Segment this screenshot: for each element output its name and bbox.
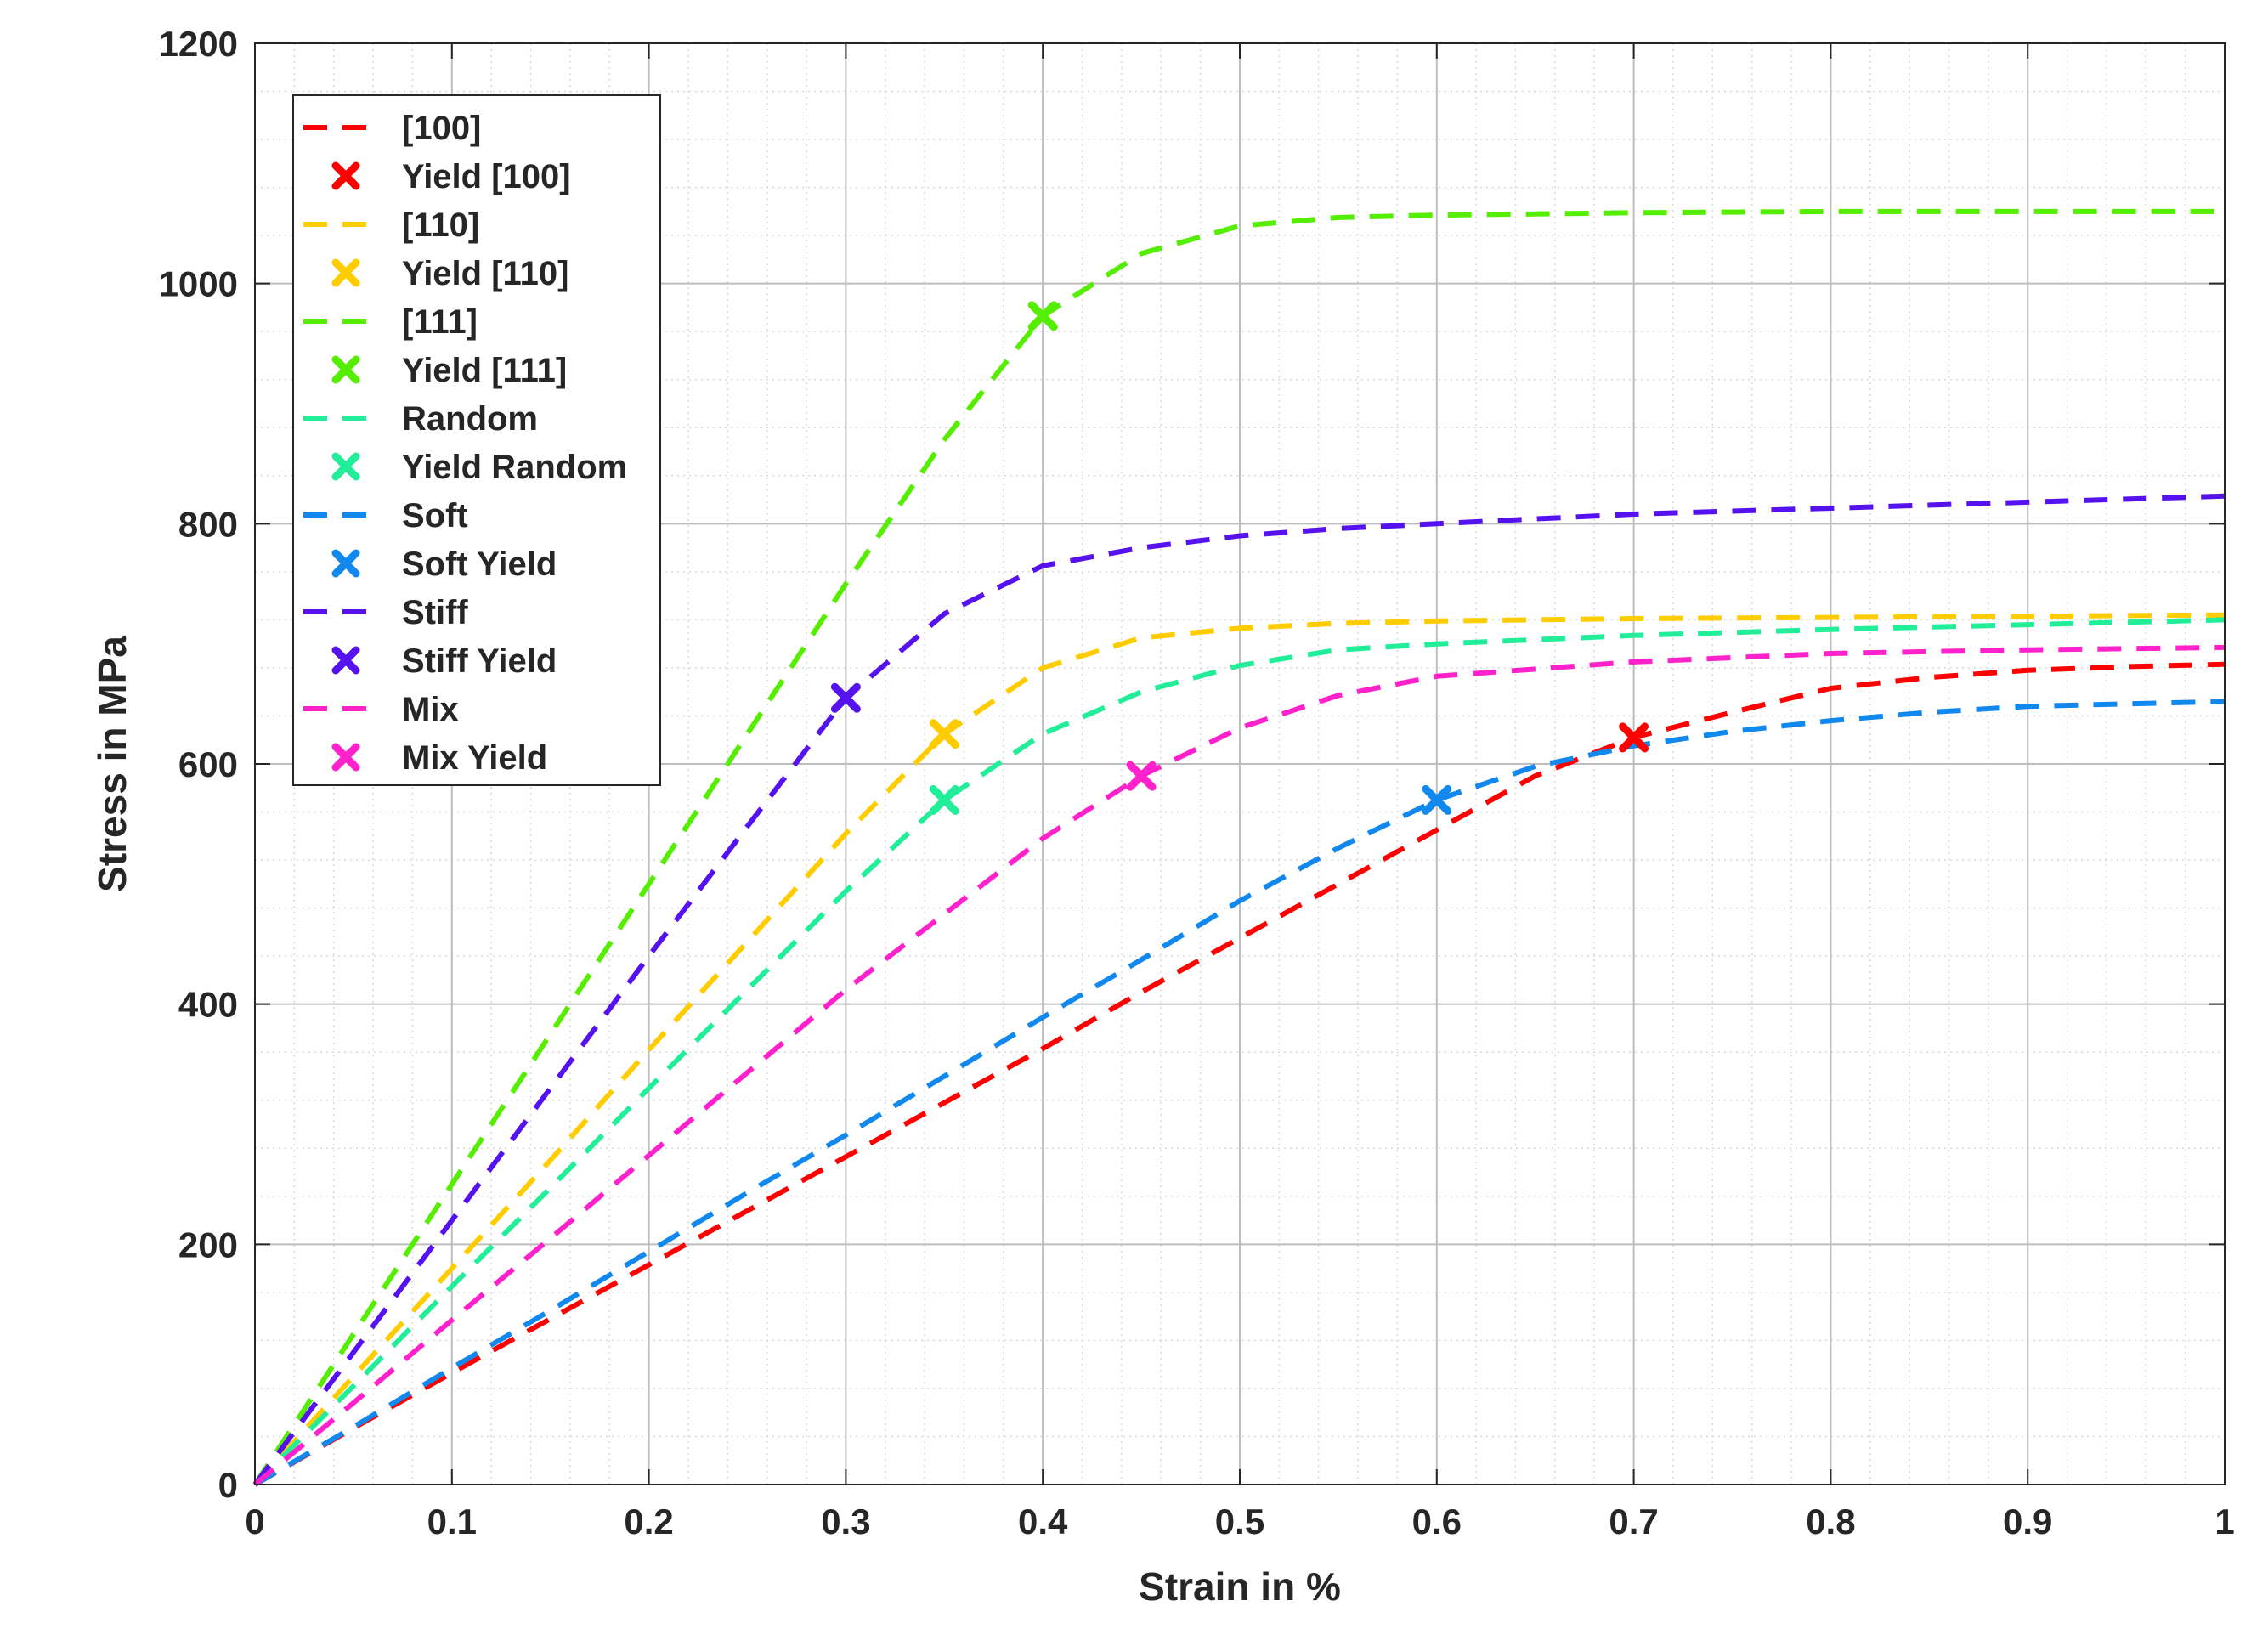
x-axis-label: Strain in %	[1139, 1564, 1341, 1609]
legend-item-random: Random	[303, 400, 538, 438]
legend-item-soft-yield: Soft Yield	[331, 546, 557, 583]
legend-label: Yield [111]	[402, 352, 567, 389]
legend-marker-swatch	[331, 355, 360, 384]
legend-marker-swatch	[331, 743, 360, 772]
y-tick-label: 200	[178, 1225, 238, 1264]
series-lines	[252, 208, 2226, 1487]
legend-label: [100]	[402, 110, 481, 147]
series-line-soft	[253, 699, 2226, 1487]
yield-marker-random	[929, 784, 959, 815]
yield-marker-mix	[1126, 761, 1157, 791]
legend-box	[292, 94, 661, 786]
x-tick-label: 0.1	[427, 1502, 477, 1541]
x-tick-label: 1	[2214, 1502, 2234, 1541]
legend-item-soft: Soft	[303, 497, 468, 535]
legend-marker-swatch	[331, 258, 360, 287]
x-tick-label: 0.5	[1215, 1502, 1264, 1541]
legend-label: Mix	[402, 691, 459, 728]
y-axis-ticks: 0 200 400 600 800 1000 1200	[159, 24, 2225, 1505]
x-tick-label: 0	[245, 1502, 264, 1541]
x-tick-label: 0.2	[624, 1502, 673, 1541]
legend-label: [110]	[402, 206, 479, 244]
y-axis-label: Stress in MPa	[90, 636, 134, 892]
legend-label: Soft	[402, 497, 468, 535]
x-tick-label: 0.7	[1609, 1502, 1658, 1541]
legend-item-100: [100]	[303, 110, 481, 147]
legend-label: [111]	[402, 303, 478, 341]
legend-item-111: [111]	[303, 303, 478, 341]
series-line-random	[252, 617, 2226, 1487]
legend: [100] Yield [100] [110] Yield [110] [111] Yie…	[292, 94, 661, 786]
y-tick-label: 0	[218, 1465, 238, 1505]
legend-label: Mix Yield	[402, 739, 547, 777]
legend-item-yield-random: Yield Random	[331, 449, 627, 486]
legend-label: Yield [110]	[402, 255, 568, 292]
x-tick-label: 0.9	[2003, 1502, 2052, 1541]
x-tick-label: 0.6	[1412, 1502, 1462, 1541]
legend-label: Yield [100]	[402, 158, 571, 195]
legend-item-yield-110: Yield [110]	[331, 255, 568, 292]
legend-label: Stiff Yield	[402, 642, 557, 680]
legend-item-mix: Mix	[303, 691, 459, 728]
y-tick-label: 1000	[159, 264, 238, 304]
y-tick-label: 1200	[159, 24, 238, 64]
series-line-mix	[253, 644, 2226, 1487]
legend-label: Yield Random	[402, 449, 627, 486]
yield-marker-stiff	[830, 682, 861, 713]
legend-item-stiff-yield: Stiff Yield	[331, 642, 557, 680]
legend-label: Random	[402, 400, 538, 438]
yield-markers	[830, 301, 1649, 815]
series-line-110	[252, 612, 2226, 1487]
x-axis-ticks: 0 0.1 0.2 0.3 0.4 0.5 0.6 0.7 0.8 0.9 1	[245, 43, 2235, 1541]
x-tick-label: 0.8	[1806, 1502, 1855, 1541]
legend-item-yield-111: Yield [111]	[331, 352, 567, 389]
y-tick-label: 800	[178, 504, 238, 544]
legend-label: Stiff	[402, 594, 468, 631]
legend-marker-swatch	[331, 452, 360, 481]
legend-item-110: [110]	[303, 206, 479, 244]
legend-item-yield-100: Yield [100]	[331, 158, 571, 195]
x-tick-label: 0.4	[1018, 1502, 1068, 1541]
legend-item-mix-yield: Mix Yield	[331, 739, 547, 777]
legend-marker-swatch	[331, 646, 360, 675]
y-tick-label: 600	[178, 744, 238, 784]
yield-marker-soft	[1422, 784, 1452, 815]
yield-marker-100	[1619, 722, 1649, 753]
legend-label: Soft Yield	[402, 546, 557, 583]
legend-item-stiff: Stiff	[303, 594, 468, 631]
yield-marker-111	[1027, 301, 1058, 331]
series-line-100	[253, 661, 2226, 1487]
y-tick-label: 400	[178, 985, 238, 1025]
legend-marker-swatch	[331, 161, 360, 190]
legend-marker-swatch	[331, 549, 360, 578]
yield-marker-110	[929, 719, 959, 749]
series-line-stiff	[252, 493, 2226, 1486]
x-tick-label: 0.3	[821, 1502, 870, 1541]
